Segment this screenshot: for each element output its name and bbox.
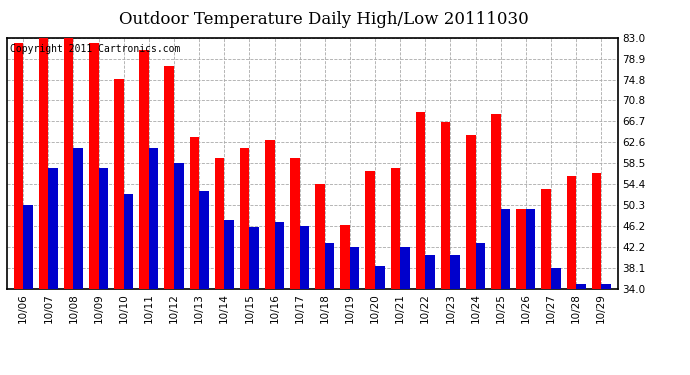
Bar (441, 122, 451, 289)
Bar (299, 226, 309, 289)
Bar (48, 168, 58, 289)
Bar (350, 247, 359, 289)
Text: Outdoor Temperature Daily High/Low 20111030: Outdoor Temperature Daily High/Low 20111… (119, 11, 529, 28)
Bar (416, 112, 425, 289)
Bar (576, 284, 586, 289)
Bar (466, 135, 475, 289)
Bar (64, 32, 74, 289)
Bar (400, 247, 410, 289)
Bar (39, 38, 48, 289)
Bar (366, 171, 375, 289)
Bar (240, 148, 249, 289)
Bar (124, 194, 133, 289)
Bar (566, 176, 576, 289)
Text: Copyright 2011 Cartronics.com: Copyright 2011 Cartronics.com (10, 44, 180, 54)
Bar (275, 222, 284, 289)
Bar (174, 163, 184, 289)
Bar (551, 268, 560, 289)
Bar (375, 266, 384, 289)
Bar (491, 114, 501, 289)
Bar (591, 173, 601, 289)
Bar (23, 205, 33, 289)
Bar (139, 50, 149, 289)
Bar (315, 184, 325, 289)
Bar (501, 209, 510, 289)
Bar (164, 66, 174, 289)
Bar (526, 209, 535, 289)
Bar (149, 148, 159, 289)
Bar (115, 78, 124, 289)
Bar (89, 43, 99, 289)
Bar (516, 209, 526, 289)
Bar (475, 243, 485, 289)
Bar (601, 284, 611, 289)
Bar (215, 158, 224, 289)
Bar (340, 225, 350, 289)
Bar (391, 168, 400, 289)
Bar (425, 255, 435, 289)
Bar (542, 189, 551, 289)
Bar (249, 227, 259, 289)
Bar (290, 158, 299, 289)
Bar (224, 219, 234, 289)
Bar (199, 191, 208, 289)
Bar (325, 243, 335, 289)
Bar (74, 148, 83, 289)
Bar (14, 43, 23, 289)
Bar (265, 140, 275, 289)
Bar (451, 255, 460, 289)
Bar (99, 168, 108, 289)
Bar (190, 138, 199, 289)
